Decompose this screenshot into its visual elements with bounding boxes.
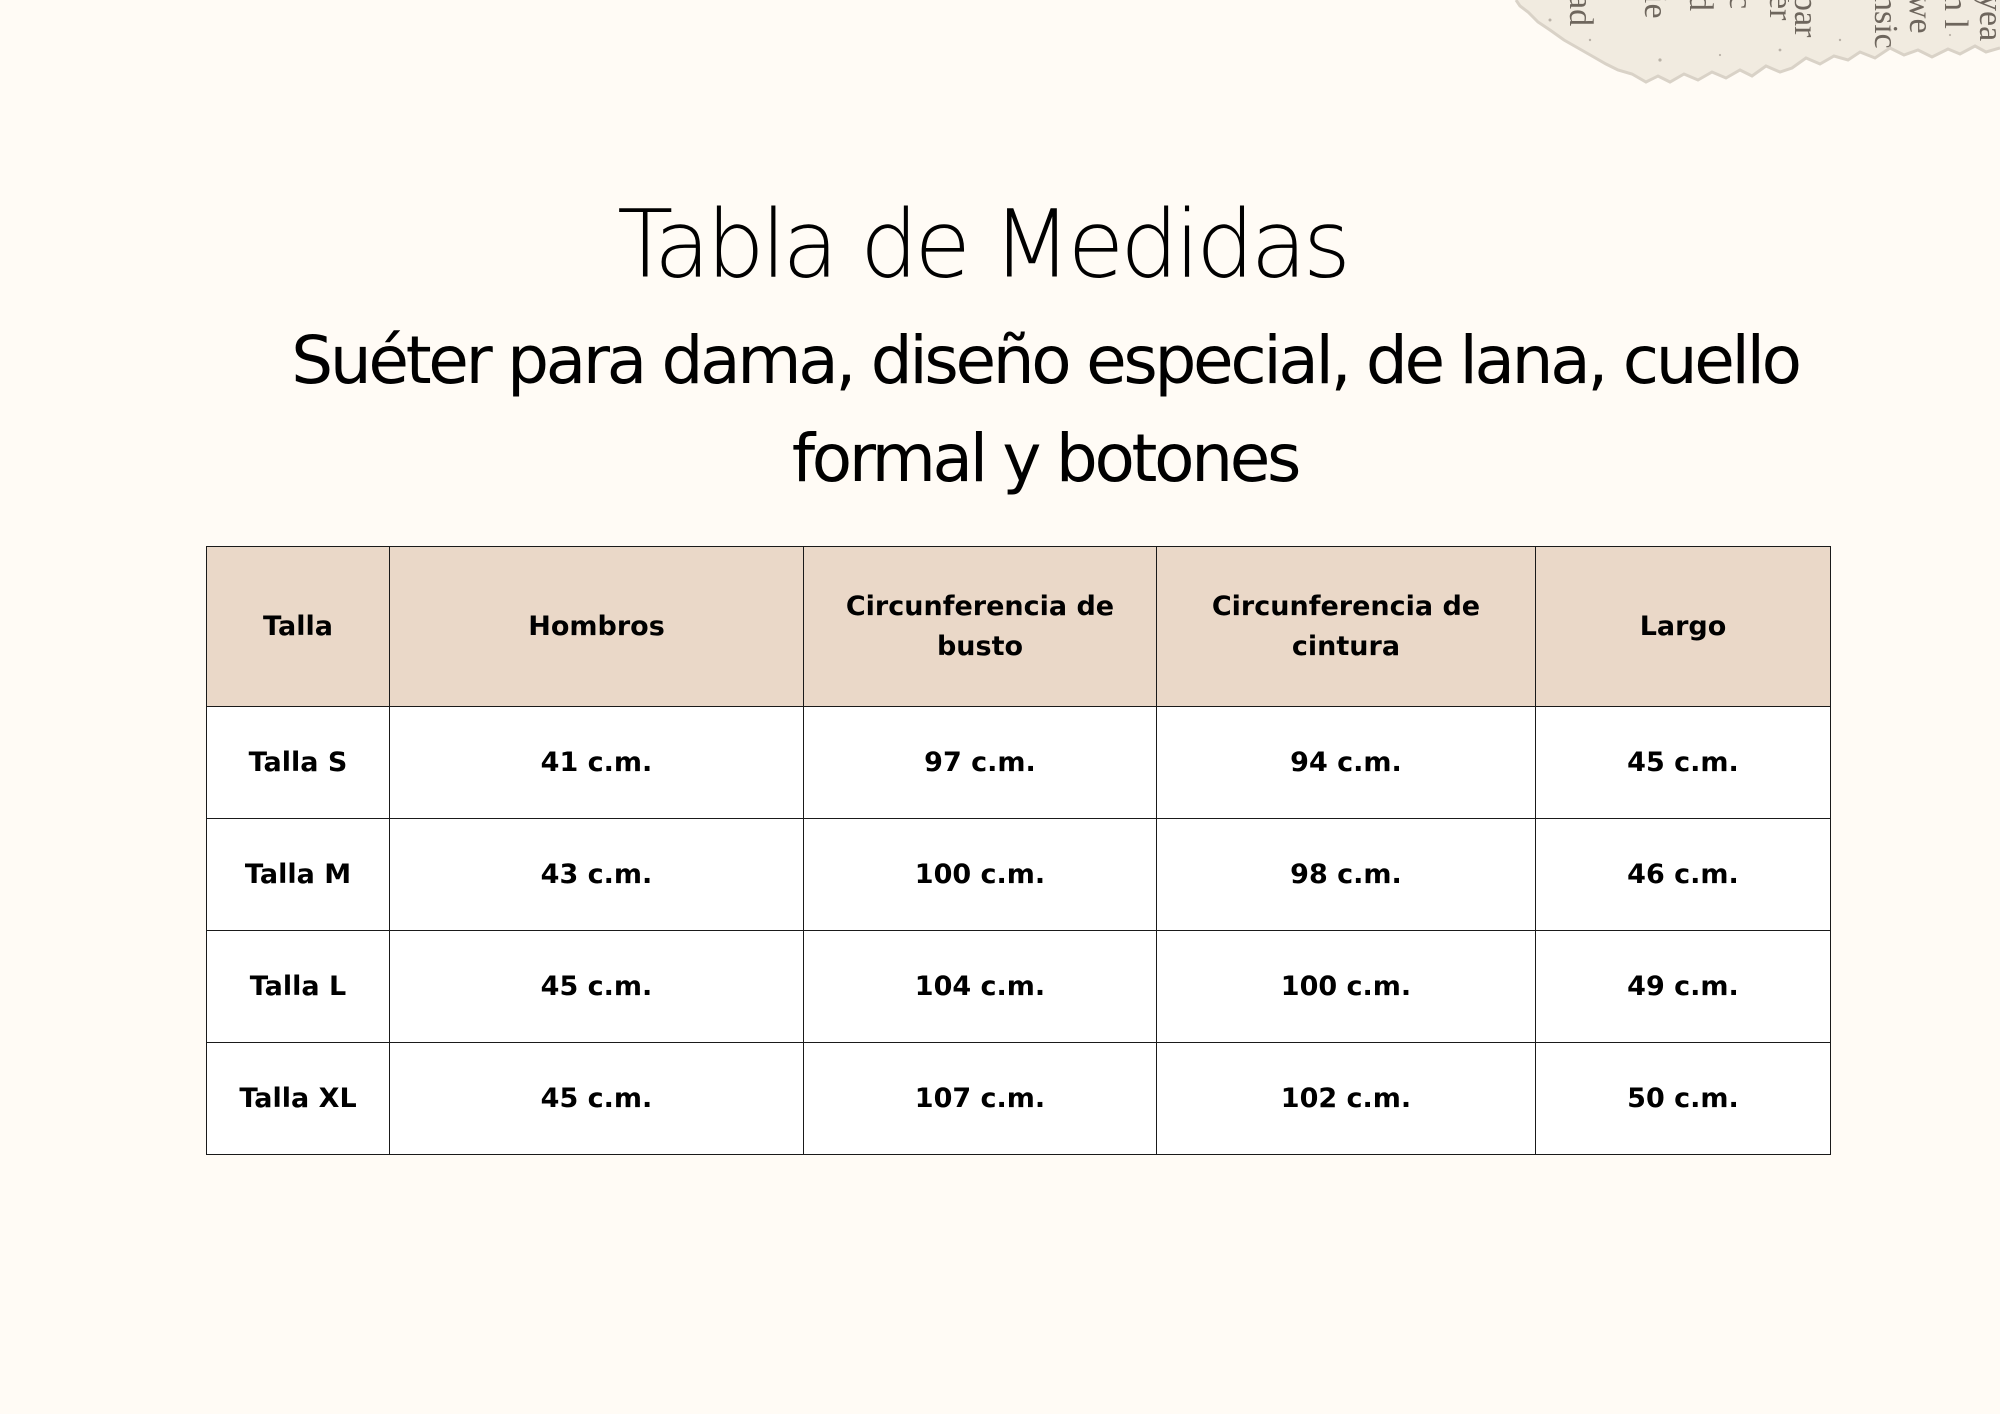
cell-hombros: 45 c.m. xyxy=(389,930,804,1043)
svg-text:par: par xyxy=(1787,0,1824,38)
size-chart-table: Talla Hombros Circunferencia de busto Ci… xyxy=(206,546,1831,1155)
column-header-cintura: Circunferencia de cintura xyxy=(1156,546,1536,707)
svg-text:d: d xyxy=(1682,0,1719,11)
cell-cintura: 102 c.m. xyxy=(1156,1042,1536,1155)
svg-text:n l: n l xyxy=(1937,0,1974,29)
cell-talla: Talla S xyxy=(206,706,390,819)
table-row: Talla M 43 c.m. 100 c.m. 98 c.m. 46 c.m. xyxy=(206,818,1831,931)
cell-talla: Talla XL xyxy=(206,1042,390,1155)
svg-text:er: er xyxy=(1762,0,1799,21)
column-header-largo: Largo xyxy=(1535,546,1831,707)
cell-largo: 50 c.m. xyxy=(1535,1042,1831,1155)
cell-busto: 97 c.m. xyxy=(803,706,1157,819)
svg-text:we: we xyxy=(1902,0,1939,34)
cell-busto: 104 c.m. xyxy=(803,930,1157,1043)
svg-text:nsic: nsic xyxy=(1867,0,1904,49)
page-title: Tabla de Medidas xyxy=(617,189,1351,300)
cell-cintura: 98 c.m. xyxy=(1156,818,1536,931)
cell-talla: Talla L xyxy=(206,930,390,1043)
column-header-cintura-label: Circunferencia de cintura xyxy=(1211,590,1481,662)
cell-largo: 45 c.m. xyxy=(1535,706,1831,819)
cell-talla: Talla M xyxy=(206,818,390,931)
cell-hombros: 41 c.m. xyxy=(389,706,804,819)
svg-text:ie: ie xyxy=(1637,0,1674,19)
table-row: Talla XL 45 c.m. 107 c.m. 102 c.m. 50 c.… xyxy=(206,1042,1831,1155)
cell-cintura: 94 c.m. xyxy=(1156,706,1536,819)
cell-cintura: 100 c.m. xyxy=(1156,930,1536,1043)
column-header-busto: Circunferencia de busto xyxy=(803,546,1157,707)
torn-newspaper-decoration: ad ie d c er par nsic we n l yea xyxy=(1420,0,2000,90)
table-header-row: Talla Hombros Circunferencia de busto Ci… xyxy=(206,546,1831,707)
table-row: Talla S 41 c.m. 97 c.m. 94 c.m. 45 c.m. xyxy=(206,706,1831,819)
cell-busto: 100 c.m. xyxy=(803,818,1157,931)
column-header-hombros: Hombros xyxy=(389,546,804,707)
column-header-busto-label: Circunferencia de busto xyxy=(845,590,1115,662)
table-row: Talla L 45 c.m. 104 c.m. 100 c.m. 49 c.m… xyxy=(206,930,1831,1043)
svg-text:yea: yea xyxy=(1972,0,2000,41)
svg-text:c: c xyxy=(1722,0,1759,9)
page-subtitle: Suéter para dama, diseño especial, de la… xyxy=(291,322,1802,497)
column-header-talla: Talla xyxy=(206,546,390,707)
svg-text:ad: ad xyxy=(1562,0,1599,26)
cell-busto: 107 c.m. xyxy=(803,1042,1157,1155)
cell-hombros: 45 c.m. xyxy=(389,1042,804,1155)
cell-largo: 46 c.m. xyxy=(1535,818,1831,931)
cell-hombros: 43 c.m. xyxy=(389,818,804,931)
cell-largo: 49 c.m. xyxy=(1535,930,1831,1043)
